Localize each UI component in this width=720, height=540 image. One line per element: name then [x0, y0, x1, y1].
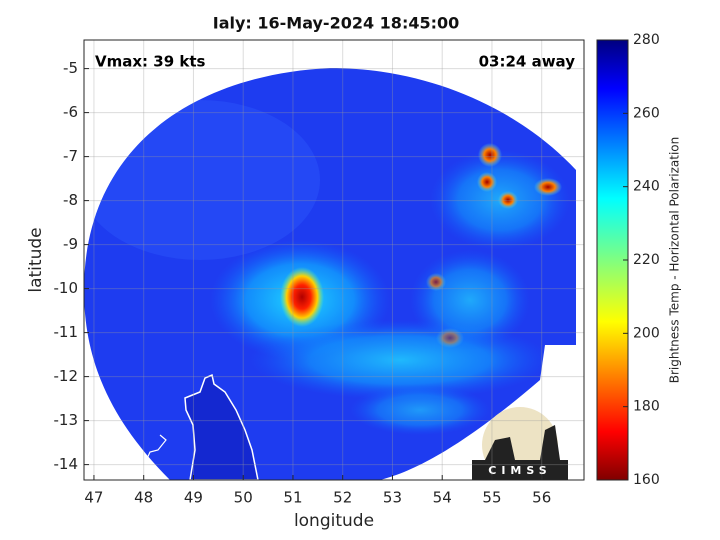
plot-frame: [83, 39, 585, 481]
x-tick-label: 49: [184, 489, 203, 507]
x-axis-label: longitude: [294, 511, 374, 531]
y-axis-label: latitude: [26, 227, 46, 292]
colorbar-tick-label: 220: [633, 252, 660, 268]
annotation: 03:24 away: [479, 53, 576, 71]
x-tick-label: 48: [134, 489, 153, 507]
colorbar-tick-label: 240: [633, 179, 660, 195]
axes: 47 48 49 50 51 52 53 54 55 56 -14 -13 -12 -11 -10 -9 -8 -…: [54, 40, 584, 507]
colorbar-tick-label: 160: [633, 472, 660, 488]
colorbar-tick-label: 280: [633, 32, 660, 48]
y-tick-label: -11: [54, 323, 79, 341]
swath-image: [84, 68, 576, 480]
x-tick-label: 55: [482, 489, 501, 507]
y-tick-label: -7: [63, 147, 78, 165]
colorbar-tick-label: 200: [633, 325, 660, 341]
x-tick-label: 51: [283, 489, 302, 507]
x-tick-label: 56: [532, 489, 551, 507]
y-tick-label: -12: [54, 367, 79, 385]
y-tick-label: -13: [54, 411, 79, 429]
y-tick-label: -5: [63, 59, 78, 77]
chart-title: Ialy: 16-May-2024 18:45:00: [213, 14, 460, 33]
colorbar-tick-label: 260: [633, 105, 660, 121]
x-tick-label: 50: [234, 489, 253, 507]
y-tick-label: -8: [63, 191, 78, 209]
x-tick-label: 47: [84, 489, 103, 507]
colorbar-label: Brightness Temp - Horizontal Polarizatio…: [668, 137, 682, 384]
colorbar-tick-label: 180: [633, 399, 660, 415]
x-tick-label: 54: [433, 489, 452, 507]
x-tick-label: 52: [333, 489, 352, 507]
y-tick-label: -9: [63, 235, 78, 253]
colorbar: [596, 39, 629, 481]
y-tick-label: -10: [54, 279, 79, 297]
logo-text: CIMSS: [488, 464, 551, 477]
y-tick-label: -6: [63, 103, 78, 121]
y-tick-label: -14: [54, 455, 79, 473]
annotation: Vmax: 39 kts: [95, 53, 205, 71]
x-tick-label: 53: [383, 489, 402, 507]
